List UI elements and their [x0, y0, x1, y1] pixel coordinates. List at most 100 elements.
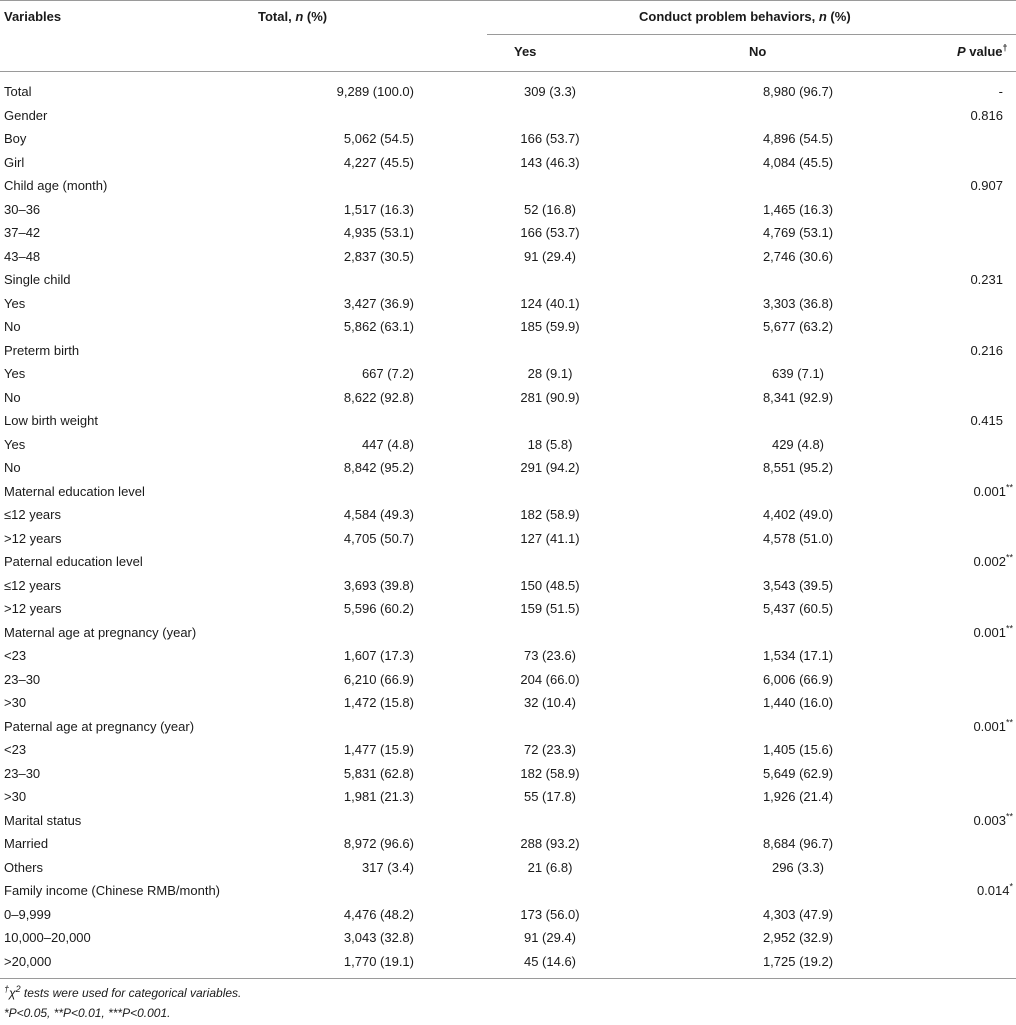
row-label: Paternal education level	[0, 551, 230, 575]
table-row: Preterm birth 0.216	[0, 340, 1016, 364]
cell-no: 5,677 (63.2)	[622, 316, 902, 340]
cell-total: 1,770 (19.1)	[230, 951, 414, 975]
row-label: >12 years	[0, 528, 230, 552]
table-row: >20,000 1,770 (19.1) 45 (14.6) 1,725 (19.2)	[0, 951, 1016, 975]
cell-total-text: 3,043 (32.8)	[343, 930, 414, 945]
cell-yes-text: 288 (93.2)	[520, 836, 580, 851]
table-row: Child age (month) 0.907	[0, 175, 1016, 199]
cell-yes: 21 (6.8)	[414, 857, 622, 881]
cell-no: 4,896 (54.5)	[622, 128, 902, 152]
cell-total: 8,972 (96.6)	[230, 833, 414, 857]
row-label: No	[0, 387, 230, 411]
cell-yes-text: 150 (48.5)	[520, 577, 580, 593]
cell-total	[230, 551, 414, 575]
cell-yes-text: 143 (46.3)	[520, 154, 580, 170]
cell-p-value: 0.216	[902, 340, 1016, 364]
cell-yes: 182 (58.9)	[414, 763, 622, 787]
cell-total: 8,842 (95.2)	[230, 457, 414, 481]
cell-yes-text: 281 (90.9)	[520, 389, 580, 405]
cell-no: 2,746 (30.6)	[622, 246, 902, 270]
table-row: <23 1,477 (15.9) 72 (23.3) 1,405 (15.6)	[0, 739, 1016, 763]
cell-total: 4,227 (45.5)	[230, 152, 414, 176]
cell-yes	[414, 269, 622, 293]
cell-total-text: 4,476 (48.2)	[343, 906, 414, 922]
cell-yes-text: 52 (16.8)	[523, 201, 577, 217]
cell-p-value-text: -	[998, 84, 1003, 99]
cell-total	[230, 810, 414, 834]
cell-yes: 32 (10.4)	[414, 692, 622, 716]
row-label-text: Paternal education level	[4, 554, 143, 569]
cell-yes-text: 182 (58.9)	[520, 765, 580, 781]
cell-no-text: 3,303 (36.8)	[762, 295, 834, 311]
cell-no-text: 429 (4.8)	[771, 436, 825, 452]
cell-yes-text: 73 (23.6)	[523, 648, 577, 663]
cell-yes-text: 173 (56.0)	[520, 906, 580, 922]
header-yes: Yes	[514, 44, 537, 59]
cell-total: 1,477 (15.9)	[230, 739, 414, 763]
cell-total: 5,862 (63.1)	[230, 316, 414, 340]
cell-p-value	[902, 434, 1016, 458]
cell-total: 667 (7.2)	[230, 363, 414, 387]
cell-total	[230, 269, 414, 293]
row-label-text: >12 years	[4, 601, 62, 616]
cell-total: 447 (4.8)	[230, 434, 414, 458]
cell-yes: 173 (56.0)	[414, 904, 622, 928]
row-label-text: Marital status	[4, 812, 82, 828]
cell-no: 1,405 (15.6)	[622, 739, 902, 763]
header-total: Total, n (%)	[258, 9, 328, 24]
cell-yes: 185 (59.9)	[414, 316, 622, 340]
cell-total-text: 1,477 (15.9)	[343, 742, 414, 757]
cell-no: 5,649 (62.9)	[622, 763, 902, 787]
table-row: Yes 447 (4.8) 18 (5.8) 429 (4.8)	[0, 434, 1016, 458]
cell-total: 4,935 (53.1)	[230, 222, 414, 246]
row-label: 0–9,999	[0, 904, 230, 928]
row-label: Child age (month)	[0, 175, 230, 199]
row-label: Marital status	[0, 810, 230, 834]
cell-p-value: 0.001**	[902, 481, 1016, 505]
cell-total-text: 4,705 (50.7)	[343, 530, 414, 546]
cell-p-value: 0.001**	[902, 622, 1016, 646]
cell-yes	[414, 410, 622, 434]
cell-yes-text: 185 (59.9)	[520, 319, 580, 334]
cell-no-text: 1,465 (16.3)	[762, 201, 834, 217]
cell-p-value: 0.003**	[902, 810, 1016, 834]
cell-p-value-text: 0.003	[973, 812, 1006, 828]
cell-p-value	[902, 857, 1016, 881]
row-label-text: 37–42	[4, 225, 41, 240]
cell-no	[622, 340, 902, 364]
row-label: Girl	[0, 152, 230, 176]
cell-p-value	[902, 387, 1016, 411]
row-label-text: Single child	[4, 272, 71, 287]
cell-p-value	[902, 927, 1016, 951]
cell-p-value: 0.816	[902, 105, 1016, 129]
table-row: Boy 5,062 (54.5) 166 (53.7) 4,896 (54.5)	[0, 128, 1016, 152]
cell-no: 8,551 (95.2)	[622, 457, 902, 481]
cell-no: 2,952 (32.9)	[622, 927, 902, 951]
cell-p-value	[902, 739, 1016, 763]
row-label-text: 23–30	[4, 671, 41, 687]
row-label: Low birth weight	[0, 410, 230, 434]
cell-no: 296 (3.3)	[622, 857, 902, 881]
cell-no-text: 5,649 (62.9)	[762, 765, 834, 781]
cell-p-value	[902, 199, 1016, 223]
cell-yes-text: 124 (40.1)	[520, 295, 580, 311]
row-label-text: No	[4, 319, 21, 334]
cell-total: 3,693 (39.8)	[230, 575, 414, 599]
table-row: Maternal age at pregnancy (year) 0.001**	[0, 622, 1016, 646]
cell-yes: 143 (46.3)	[414, 152, 622, 176]
row-label-text: Others	[4, 859, 44, 875]
cell-no	[622, 551, 902, 575]
cell-no: 8,684 (96.7)	[622, 833, 902, 857]
cell-p-value	[902, 457, 1016, 481]
cell-no: 4,769 (53.1)	[622, 222, 902, 246]
row-label: No	[0, 457, 230, 481]
cell-p-value	[902, 904, 1016, 928]
cell-total: 5,596 (60.2)	[230, 598, 414, 622]
row-label-text: Yes	[4, 436, 26, 452]
cell-no-text: 8,551 (95.2)	[762, 460, 834, 475]
table-row: Marital status 0.003**	[0, 810, 1016, 834]
row-label: 30–36	[0, 199, 230, 223]
cell-p-value	[902, 786, 1016, 810]
table-row: >12 years 4,705 (50.7) 127 (41.1) 4,578 (51…	[0, 528, 1016, 552]
